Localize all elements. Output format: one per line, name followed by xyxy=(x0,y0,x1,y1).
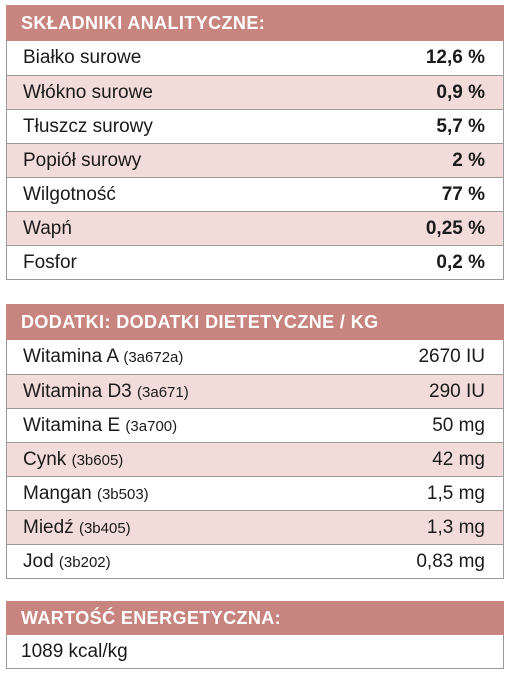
row-label: Mangan (3b503) xyxy=(23,483,149,505)
table-row: Tłuszcz surowy 5,7 % xyxy=(7,109,503,143)
table-row: Wapń 0,25 % xyxy=(7,211,503,245)
table-row: Miedź (3b405) 1,3 mg xyxy=(7,510,503,544)
nutrient-name: Witamina E xyxy=(23,414,121,436)
row-label: Witamina D3 (3a671) xyxy=(23,381,189,403)
analytical-table: Białko surowe 12,6 % Włókno surowe 0,9 %… xyxy=(6,41,504,280)
row-label: Tłuszcz surowy xyxy=(23,115,153,137)
additives-section: DODATKI: DODATKI DIETETYCZNE / KG Witami… xyxy=(6,304,504,579)
row-value: 0,25 % xyxy=(425,217,485,239)
row-value: 1,3 mg xyxy=(426,516,485,538)
row-value: 1,5 mg xyxy=(426,482,485,504)
row-value: 5,7 % xyxy=(436,115,485,137)
additives-title: DODATKI: DODATKI DIETETYCZNE / KG xyxy=(21,311,379,332)
table-row: Witamina E (3a700) 50 mg xyxy=(7,408,503,442)
row-label: Fosfor xyxy=(23,251,77,273)
row-value: 290 IU xyxy=(429,380,485,402)
additive-code: (3b503) xyxy=(96,485,149,503)
analytical-section: SKŁADNIKI ANALITYCZNE: Białko surowe 12,… xyxy=(6,5,504,280)
nutrient-name: Jod xyxy=(23,550,54,572)
energy-title: WARTOŚĆ ENERGETYCZNA: xyxy=(21,607,282,628)
table-row: Cynk (3b605) 42 mg xyxy=(7,442,503,476)
row-value: 0,9 % xyxy=(436,81,485,103)
table-row: Fosfor 0,2 % xyxy=(7,245,503,279)
row-label: Jod (3b202) xyxy=(23,551,111,573)
row-label: Popiół surowy xyxy=(23,149,142,171)
additive-code: (3a671) xyxy=(137,383,189,401)
nutrient-name: Miedź xyxy=(23,516,74,538)
nutrient-name: Mangan xyxy=(23,482,92,504)
additives-header: DODATKI: DODATKI DIETETYCZNE / KG xyxy=(6,304,504,340)
row-label: Włókno surowe xyxy=(23,81,153,103)
row-label: Wilgotność xyxy=(23,183,116,205)
table-row: Włókno surowe 0,9 % xyxy=(7,75,503,109)
table-row: Wilgotność 77 % xyxy=(7,177,503,211)
additive-code: (3a672a) xyxy=(123,349,184,366)
energy-header: WARTOŚĆ ENERGETYCZNA: xyxy=(6,601,504,635)
nutrient-name: Witamina D3 xyxy=(23,380,132,402)
table-row: Witamina A (3a672a) 2670 IU xyxy=(7,340,503,374)
additive-code: (3b605) xyxy=(71,451,124,469)
nutrient-name: Cynk xyxy=(23,448,67,470)
table-row: Jod (3b202) 0,83 mg xyxy=(7,544,503,578)
additives-table: Witamina A (3a672a) 2670 IU Witamina D3 … xyxy=(6,340,504,579)
row-value: 77 % xyxy=(441,183,485,205)
row-value: 12,6 % xyxy=(425,47,485,68)
row-label: Wapń xyxy=(23,217,72,239)
additive-code: (3b202) xyxy=(58,553,111,571)
row-value: 2 % xyxy=(452,149,485,171)
energy-section: WARTOŚĆ ENERGETYCZNA: 1089 kcal/kg xyxy=(6,601,504,669)
energy-value-row: 1089 kcal/kg xyxy=(6,635,504,669)
row-label: Witamina E (3a700) xyxy=(23,415,177,437)
table-row: Białko surowe 12,6 % xyxy=(7,41,503,75)
nutrient-name: Witamina A xyxy=(23,346,119,367)
row-value: 0,2 % xyxy=(436,251,485,273)
row-value: 42 mg xyxy=(432,448,485,470)
table-row: Mangan (3b503) 1,5 mg xyxy=(7,476,503,510)
analytical-header: SKŁADNIKI ANALITYCZNE: xyxy=(6,5,504,41)
row-label: Cynk (3b605) xyxy=(23,449,123,471)
row-label: Białko surowe xyxy=(23,47,142,68)
additive-code: (3a700) xyxy=(125,417,178,435)
row-label: Miedź (3b405) xyxy=(23,517,131,539)
additive-code: (3b405) xyxy=(78,519,131,537)
analytical-title: SKŁADNIKI ANALITYCZNE: xyxy=(21,12,266,33)
table-row: Popiół surowy 2 % xyxy=(7,143,503,177)
row-value: 0,83 mg xyxy=(416,550,485,572)
row-label: Witamina A (3a672a) xyxy=(23,346,183,368)
energy-value: 1089 kcal/kg xyxy=(21,640,128,662)
row-value: 50 mg xyxy=(432,414,485,436)
table-row: Witamina D3 (3a671) 290 IU xyxy=(7,374,503,408)
row-value: 2670 IU xyxy=(418,346,485,367)
